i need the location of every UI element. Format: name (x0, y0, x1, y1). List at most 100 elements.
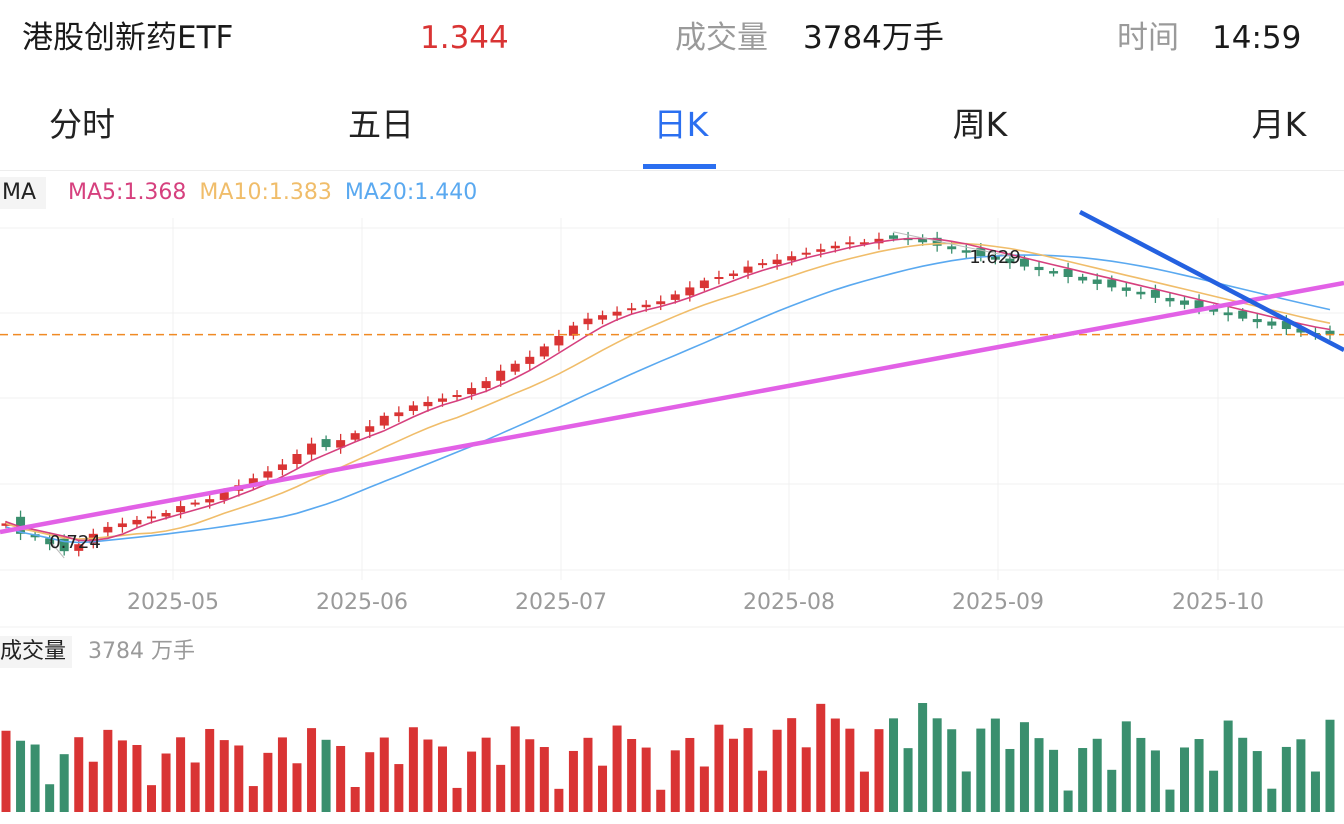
volume-bar (641, 747, 651, 812)
support-trendline (0, 280, 1344, 535)
volume-bar (1296, 739, 1306, 812)
high-annotation-label: 1.629 (969, 247, 1021, 268)
volume-bar (874, 729, 884, 812)
candle-body (1325, 330, 1335, 335)
volume-bar (394, 764, 404, 812)
volume-bar (889, 718, 899, 812)
candle-body (1121, 287, 1131, 291)
ma5-line (5, 237, 1331, 542)
volume-bar (437, 746, 447, 812)
volume-bar (117, 740, 127, 812)
period-tabs: 分时 五日 日K 周K 月K (0, 84, 1344, 171)
tab-weekly-k[interactable]: 周K (952, 105, 1008, 144)
volume-bar (918, 703, 928, 812)
volume-bar (1267, 788, 1277, 812)
volume-bar (685, 737, 695, 812)
candle-body (947, 246, 957, 250)
candle-body (1092, 279, 1102, 284)
candle-body (641, 304, 651, 308)
x-tick-label: 2025-05 (127, 590, 219, 615)
volume-bar (1078, 748, 1088, 812)
candle-body (568, 325, 578, 336)
volume-bar (292, 763, 302, 812)
volume-label-box: 成交量 (0, 636, 73, 668)
candle-body (103, 526, 113, 533)
candle-body (1078, 276, 1088, 281)
candle-body (990, 255, 1000, 260)
candle-body (845, 242, 855, 245)
candle-body (45, 538, 55, 545)
candle-body (176, 506, 186, 513)
x-tick-label: 2025-06 (316, 590, 408, 615)
volume-label: 成交量 (675, 20, 768, 56)
volume-bar (1180, 747, 1190, 812)
volume-bar (234, 745, 244, 812)
volume-bar (525, 739, 535, 812)
candle-body (161, 513, 171, 517)
volume-bar (816, 703, 826, 812)
volume-bar (219, 740, 229, 812)
candle-body (74, 544, 84, 551)
candle-body (801, 252, 811, 255)
candle-body (772, 259, 782, 265)
candle-body (307, 443, 317, 455)
volume-bar (1136, 737, 1146, 812)
candle-body (452, 395, 462, 397)
volume-bar (1019, 722, 1029, 812)
candle-body (1209, 307, 1219, 312)
candle-body (1049, 271, 1059, 274)
tab-daily-k[interactable]: 日K (653, 105, 709, 144)
x-tick-label: 2025-10 (1172, 590, 1264, 615)
candle-body (1267, 321, 1277, 326)
x-tick-label: 2025-07 (515, 590, 607, 615)
volume-bar (1, 730, 11, 812)
volume-bar (903, 748, 913, 812)
volume-bar (932, 718, 942, 812)
volume-bar (539, 747, 549, 812)
volume-bar (598, 765, 608, 812)
volume-panel-value: 3784 万手 (88, 639, 195, 664)
candle-body (699, 280, 709, 289)
candle-body (1034, 266, 1044, 271)
volume-bar (961, 771, 971, 812)
volume-bar (408, 727, 418, 812)
candle-body (816, 249, 826, 252)
candle-body (1107, 279, 1117, 288)
candle-body (1005, 258, 1015, 264)
candle-body (889, 235, 899, 239)
ma-values: MA5:1.368 MA10:1.383 MA20:1.440 (68, 177, 477, 209)
volume-bar (656, 789, 666, 812)
volume-bar (1310, 771, 1320, 812)
candle-body (1019, 258, 1029, 267)
volume-bar (583, 737, 593, 812)
candle-body (787, 256, 797, 261)
candle-body (1180, 300, 1190, 305)
tab-intraday[interactable]: 分时 (49, 105, 115, 144)
volume-bar (205, 728, 215, 812)
candle-body (219, 492, 229, 500)
volume-bar (248, 786, 258, 812)
candle-body (1150, 289, 1160, 298)
ma20-value: MA20:1.440 (344, 180, 478, 205)
volume-bar (481, 737, 491, 812)
candle-body (656, 301, 666, 305)
volume-bar (990, 718, 1000, 812)
volume-bar (496, 764, 506, 812)
candle-body (539, 346, 549, 357)
volume-bar (1165, 789, 1175, 812)
tab-monthly-k[interactable]: 月K (1251, 105, 1307, 144)
x-tick-label: 2025-08 (743, 590, 835, 615)
volume-bar (612, 725, 622, 812)
volume-bar (307, 728, 317, 812)
volume-bar (350, 786, 360, 812)
tab-five-day[interactable]: 五日 (348, 105, 414, 144)
candle-body (248, 478, 258, 486)
candle-body (627, 308, 637, 311)
volume-bar (467, 751, 477, 812)
volume-bar (176, 737, 186, 812)
volume-bar (1092, 738, 1102, 812)
candle-body (1238, 310, 1248, 319)
candle-body (1063, 269, 1073, 277)
volume-bar (947, 729, 957, 812)
kline-chart[interactable]: 2025-05 2025-06 2025-07 2025-08 2025-09 2025-… (0, 170, 1344, 824)
